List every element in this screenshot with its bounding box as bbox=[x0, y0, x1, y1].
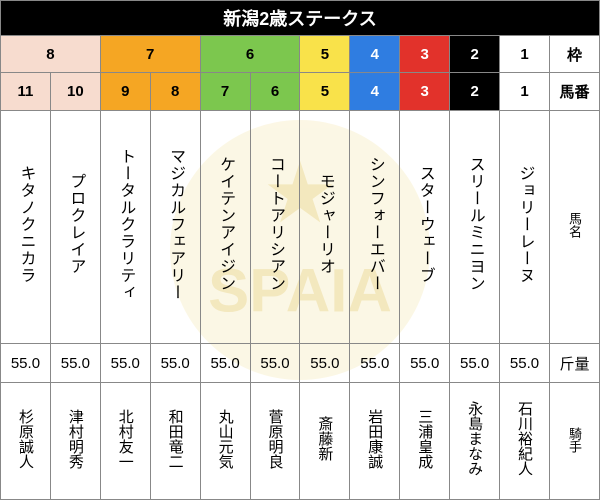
jockey-name: 三浦皇成 bbox=[414, 409, 435, 469]
horse-name: プロクレイア bbox=[63, 173, 87, 275]
weight-cell: 55.0 bbox=[350, 343, 400, 383]
horse-name-cell: プロクレイア bbox=[50, 110, 100, 343]
ban-cell: 6 bbox=[250, 73, 300, 110]
jockey-name: 岩田康誠 bbox=[364, 409, 385, 469]
waku-header: 枠 bbox=[549, 35, 599, 72]
horse-name-cell: コートアリシアン bbox=[250, 110, 300, 343]
weight-cell: 55.0 bbox=[500, 343, 550, 383]
waku-row: 87654321枠 bbox=[1, 35, 600, 72]
ban-cell: 10 bbox=[50, 73, 100, 110]
ban-cell: 1 bbox=[500, 73, 550, 110]
horse-name-cell: モジャーリオ bbox=[300, 110, 350, 343]
waku-cell: 6 bbox=[200, 35, 300, 72]
jockey-cell: 津村明秀 bbox=[50, 383, 100, 500]
weight-cell: 55.0 bbox=[200, 343, 250, 383]
horse-name: ケイテンアイジン bbox=[213, 156, 237, 292]
horse-name-cell: ケイテンアイジン bbox=[200, 110, 250, 343]
jockey-name: 津村明秀 bbox=[65, 409, 86, 469]
horse-name: トータルクラリティ bbox=[113, 148, 137, 301]
waku-cell: 1 bbox=[500, 35, 550, 72]
waku-cell: 7 bbox=[100, 35, 200, 72]
weight-header: 斤量 bbox=[549, 343, 599, 383]
horse-name: スターウェーブ bbox=[413, 165, 437, 284]
waku-cell: 4 bbox=[350, 35, 400, 72]
ban-cell: 4 bbox=[350, 73, 400, 110]
name-header: 馬名 bbox=[549, 110, 599, 343]
weight-cell: 55.0 bbox=[1, 343, 51, 383]
jockey-cell: 石川裕紀人 bbox=[500, 383, 550, 500]
weight-row: 55.055.055.055.055.055.055.055.055.055.0… bbox=[1, 343, 600, 383]
jockey-cell: 三浦皇成 bbox=[400, 383, 450, 500]
ban-cell: 9 bbox=[100, 73, 150, 110]
weight-cell: 55.0 bbox=[150, 343, 200, 383]
jockey-name: 北村友一 bbox=[115, 409, 136, 469]
ban-cell: 5 bbox=[300, 73, 350, 110]
weight-cell: 55.0 bbox=[250, 343, 300, 383]
jockey-cell: 和田竜二 bbox=[150, 383, 200, 500]
jockey-name: 菅原明良 bbox=[264, 409, 285, 469]
horse-name: シンフォーエバー bbox=[363, 156, 387, 292]
jockey-cell: 菅原明良 bbox=[250, 383, 300, 500]
jockey-name: 和田竜二 bbox=[165, 409, 186, 469]
jockey-cell: 永島まなみ bbox=[450, 383, 500, 500]
title-row: 新潟2歳ステークス bbox=[1, 1, 600, 36]
ban-cell: 7 bbox=[200, 73, 250, 110]
horse-name-cell: シンフォーエバー bbox=[350, 110, 400, 343]
jockey-cell: 杉原誠人 bbox=[1, 383, 51, 500]
jockey-name: 永島まなみ bbox=[464, 401, 485, 476]
weight-cell: 55.0 bbox=[100, 343, 150, 383]
horse-name-cell: キタノクニカラ bbox=[1, 110, 51, 343]
jockey-name: 斎藤新 bbox=[314, 416, 335, 461]
weight-cell: 55.0 bbox=[400, 343, 450, 383]
ban-row: 1110987654321馬番 bbox=[1, 73, 600, 110]
waku-cell: 8 bbox=[1, 35, 101, 72]
waku-cell: 2 bbox=[450, 35, 500, 72]
horse-name: スリールミニヨン bbox=[463, 156, 487, 292]
ban-cell: 8 bbox=[150, 73, 200, 110]
jockey-name: 杉原誠人 bbox=[15, 409, 36, 469]
horse-name: ジョリーレーヌ bbox=[513, 165, 537, 284]
horse-name-cell: トータルクラリティ bbox=[100, 110, 150, 343]
jockey-name: 石川裕紀人 bbox=[514, 401, 535, 476]
jockey-cell: 丸山元気 bbox=[200, 383, 250, 500]
waku-cell: 5 bbox=[300, 35, 350, 72]
horse-name: マジカルフェアリー bbox=[163, 148, 187, 301]
horse-name-cell: ジョリーレーヌ bbox=[500, 110, 550, 343]
ban-cell: 2 bbox=[450, 73, 500, 110]
jockey-row: 杉原誠人 津村明秀 北村友一 和田竜二 丸山元気 菅原明良 斎藤新 岩田康誠 三浦皇成 永島まなみ… bbox=[1, 383, 600, 500]
horse-name: キタノクニカラ bbox=[13, 165, 37, 284]
horse-name: モジャーリオ bbox=[313, 173, 337, 275]
jockey-cell: 岩田康誠 bbox=[350, 383, 400, 500]
ban-cell: 3 bbox=[400, 73, 450, 110]
ban-header: 馬番 bbox=[549, 73, 599, 110]
jockey-header: 騎手 bbox=[549, 383, 599, 500]
ban-cell: 11 bbox=[1, 73, 51, 110]
jockey-cell: 北村友一 bbox=[100, 383, 150, 500]
waku-cell: 3 bbox=[400, 35, 450, 72]
race-table: 新潟2歳ステークス 87654321枠 1110987654321馬番 キタノク… bbox=[0, 0, 600, 500]
horse-name-cell: スターウェーブ bbox=[400, 110, 450, 343]
horse-name-cell: マジカルフェアリー bbox=[150, 110, 200, 343]
weight-cell: 55.0 bbox=[50, 343, 100, 383]
race-title: 新潟2歳ステークス bbox=[1, 1, 600, 36]
weight-cell: 55.0 bbox=[300, 343, 350, 383]
name-row: キタノクニカラ プロクレイア トータルクラリティ マジカルフェアリー ケイテンアイジン コ… bbox=[1, 110, 600, 343]
horse-name: コートアリシアン bbox=[263, 156, 287, 292]
jockey-cell: 斎藤新 bbox=[300, 383, 350, 500]
horse-name-cell: スリールミニヨン bbox=[450, 110, 500, 343]
weight-cell: 55.0 bbox=[450, 343, 500, 383]
jockey-name: 丸山元気 bbox=[215, 409, 236, 469]
